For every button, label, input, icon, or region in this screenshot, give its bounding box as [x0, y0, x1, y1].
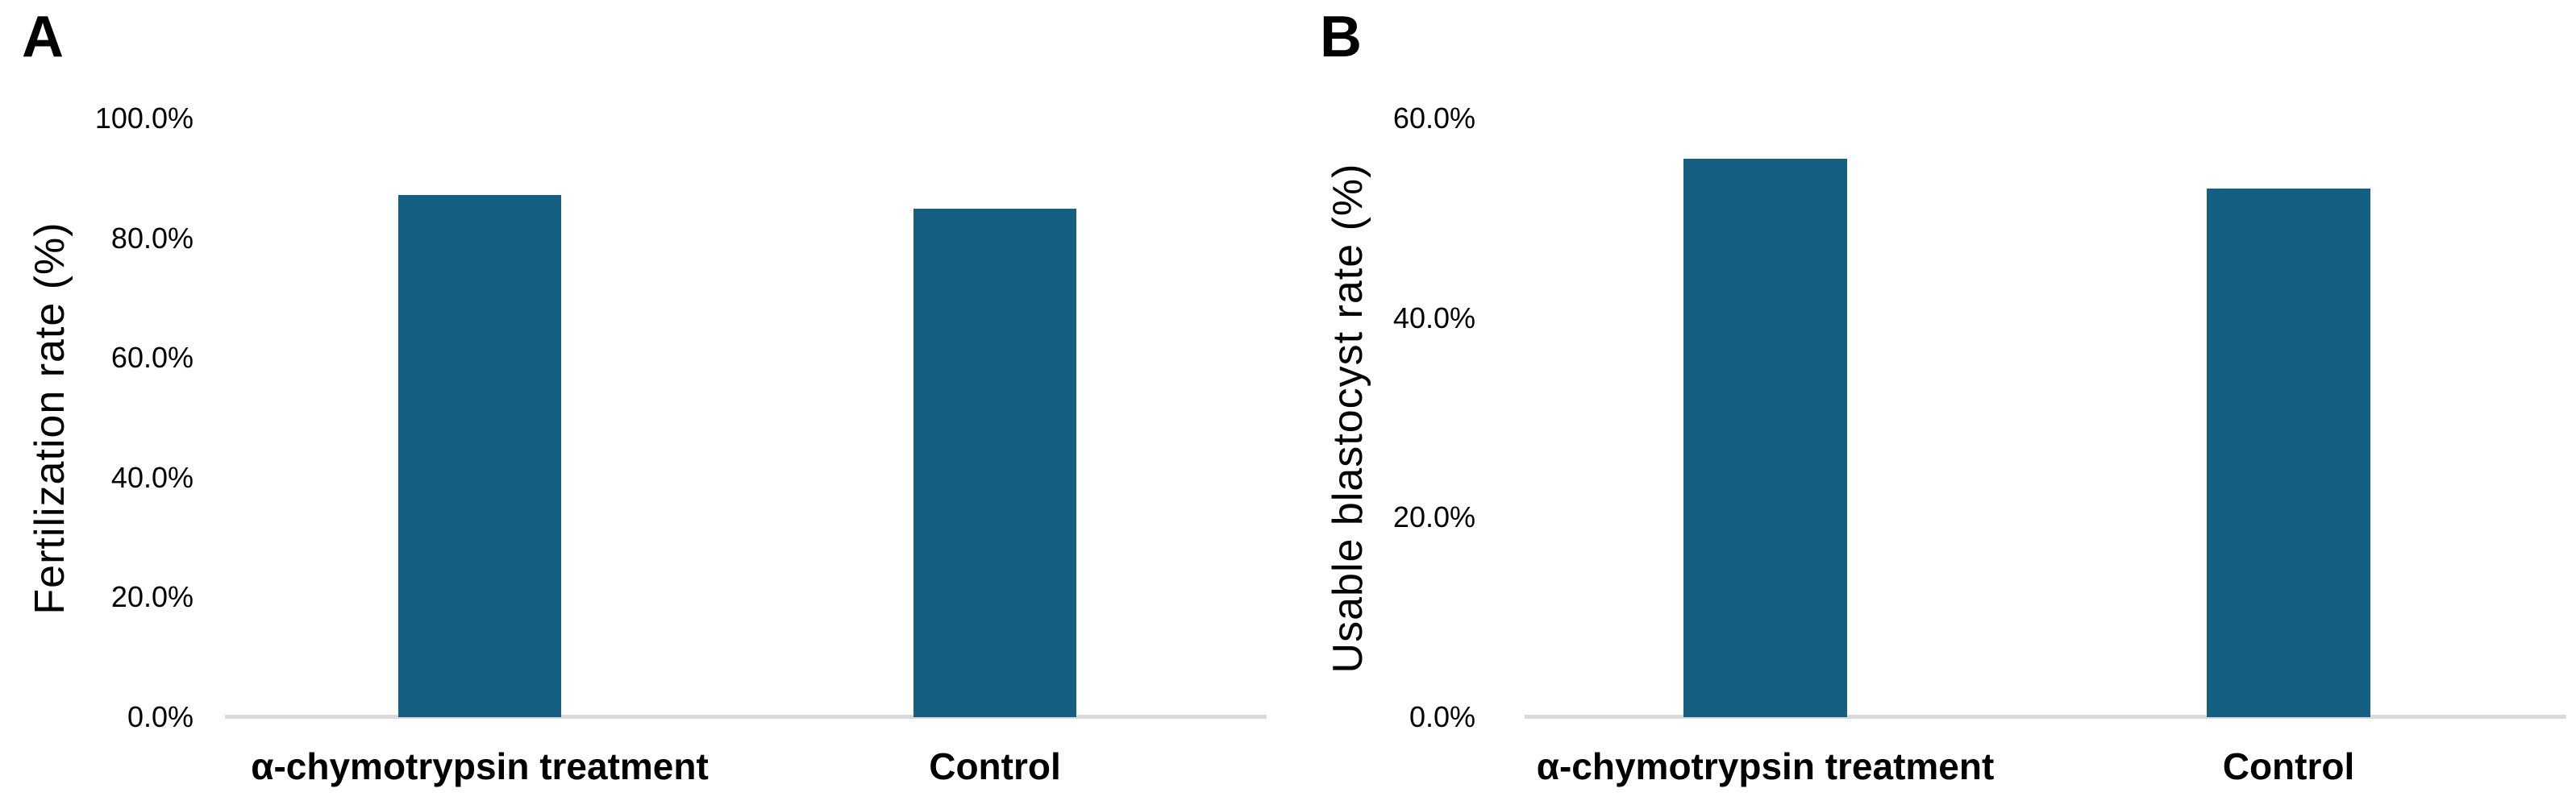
- panel-b-plot-area: [1525, 118, 2566, 719]
- panel-b-letter: B: [1320, 5, 1362, 69]
- y-tick-label: 0.0%: [1409, 700, 1475, 733]
- x-category-label-control: Control: [929, 745, 1061, 787]
- panel-a-letter: A: [22, 5, 64, 69]
- y-tick-label: 40.0%: [110, 460, 194, 494]
- panel-a-plot-area: [225, 118, 1267, 719]
- x-category-label-alpha-chymotrypsin-treatment: α-chymotrypsin treatment: [251, 745, 709, 787]
- y-tick-label: 0.0%: [127, 700, 194, 733]
- y-tick-label: 20.0%: [1392, 500, 1475, 534]
- panel-b-y-axis-title: Usable blastocyst rate (%): [1325, 163, 1371, 673]
- y-tick-label: 60.0%: [110, 341, 194, 375]
- bar-alpha-chymotrypsin-treatment: [1683, 159, 1847, 717]
- x-category-label-alpha-chymotrypsin-treatment: α-chymotrypsin treatment: [1536, 745, 1995, 787]
- x-category-label-control: Control: [2222, 745, 2355, 787]
- bar-control: [913, 209, 1076, 717]
- y-tick-label: 80.0%: [110, 221, 194, 255]
- y-tick-label: 60.0%: [1392, 102, 1475, 135]
- y-tick-label: 100.0%: [94, 102, 194, 135]
- y-tick-label: 40.0%: [1392, 301, 1475, 334]
- panel-a-x-axis-line: [225, 715, 1267, 719]
- y-tick-label: 20.0%: [110, 580, 194, 614]
- panel-a-y-axis-title: Fertilization rate (%): [27, 221, 73, 615]
- bar-alpha-chymotrypsin-treatment: [398, 195, 561, 717]
- bar-control: [2207, 189, 2370, 717]
- panel-b-x-axis-line: [1525, 715, 2566, 719]
